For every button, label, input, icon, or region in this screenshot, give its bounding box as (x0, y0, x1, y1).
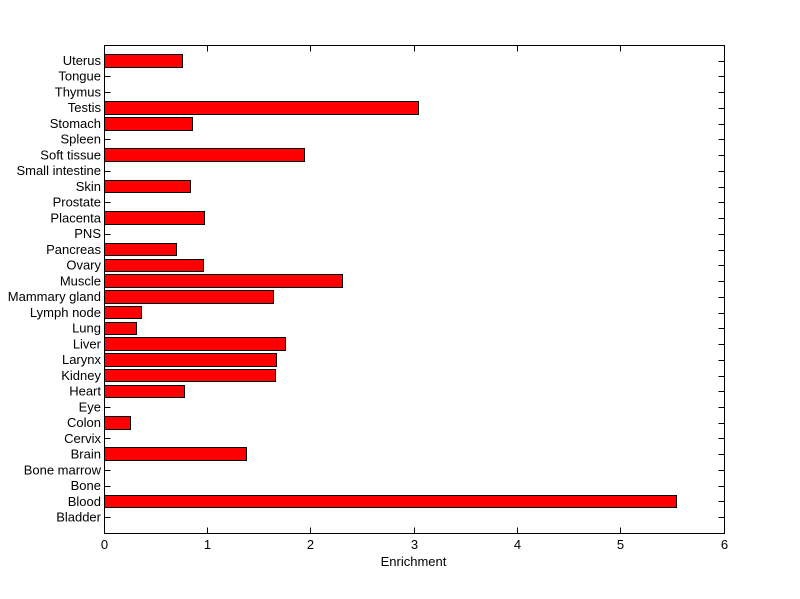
svg-text:Small intestine: Small intestine (16, 163, 101, 178)
svg-text:Kidney: Kidney (61, 368, 101, 383)
svg-text:Blood: Blood (68, 494, 101, 509)
svg-text:Eye: Eye (79, 399, 101, 414)
svg-text:Soft tissue: Soft tissue (40, 147, 101, 162)
svg-text:Skin: Skin (76, 179, 101, 194)
svg-text:PNS: PNS (74, 226, 101, 241)
svg-text:Muscle: Muscle (60, 273, 101, 288)
svg-text:Cervix: Cervix (64, 431, 101, 446)
svg-text:Heart: Heart (69, 384, 101, 399)
svg-text:Brain: Brain (71, 447, 101, 462)
svg-text:Liver: Liver (73, 336, 102, 351)
svg-text:6: 6 (721, 537, 728, 552)
svg-text:Prostate: Prostate (53, 195, 101, 210)
svg-text:Lymph node: Lymph node (30, 305, 101, 320)
svg-text:Spleen: Spleen (61, 132, 101, 147)
svg-text:2: 2 (307, 537, 314, 552)
svg-text:0: 0 (101, 537, 108, 552)
svg-text:3: 3 (411, 537, 418, 552)
svg-text:Ovary: Ovary (66, 258, 101, 273)
svg-text:Stomach: Stomach (50, 116, 101, 131)
svg-text:Pancreas: Pancreas (46, 242, 101, 257)
svg-text:Tongue: Tongue (58, 69, 101, 84)
svg-text:Bone: Bone (71, 478, 101, 493)
svg-text:Larynx: Larynx (62, 352, 102, 367)
svg-text:Placenta: Placenta (50, 210, 101, 225)
svg-text:Testis: Testis (68, 100, 102, 115)
svg-text:Colon: Colon (67, 415, 101, 430)
svg-text:5: 5 (617, 537, 624, 552)
svg-text:Bladder: Bladder (56, 510, 101, 525)
svg-text:1: 1 (204, 537, 211, 552)
svg-text:Bone marrow: Bone marrow (24, 462, 102, 477)
svg-text:4: 4 (514, 537, 521, 552)
svg-text:Thymus: Thymus (55, 84, 102, 99)
svg-text:Lung: Lung (72, 321, 101, 336)
svg-text:Mammary gland: Mammary gland (8, 289, 101, 304)
svg-text:Enrichment: Enrichment (381, 554, 447, 569)
svg-text:Uterus: Uterus (63, 53, 102, 68)
